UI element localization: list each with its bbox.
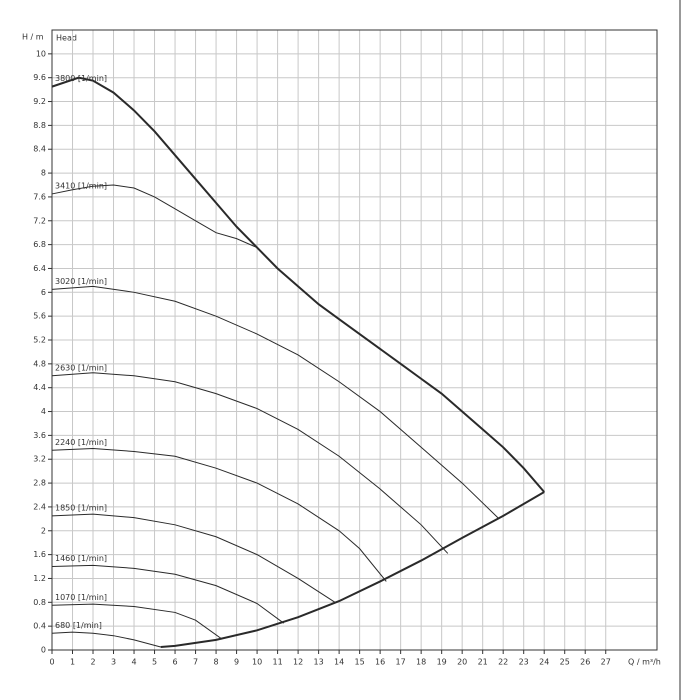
x-tick-label: 13 <box>314 658 324 667</box>
curve-label: 680 [1/min] <box>55 621 102 630</box>
speed-curve <box>51 513 336 603</box>
curve-label: 1460 [1/min] <box>55 554 107 563</box>
speed-curve <box>51 447 387 582</box>
curve-label: 3800 [1/min] <box>55 74 107 83</box>
speed-curve <box>51 564 285 624</box>
x-tick-label: 20 <box>457 658 467 667</box>
x-tick-label: 10 <box>252 658 262 667</box>
min-curve <box>160 491 545 649</box>
x-tick-label: 16 <box>375 658 385 667</box>
y-tick-label: 9.2 <box>33 97 46 106</box>
x-tick-label: 8 <box>214 658 219 667</box>
x-axis-label: Q / m³/h <box>628 658 661 667</box>
x-tick-label: 18 <box>416 658 426 667</box>
curve-label: 2630 [1/min] <box>55 363 107 372</box>
x-tick-label: 3 <box>111 658 116 667</box>
y-tick-label: 6.8 <box>33 240 46 249</box>
y-tick-label: 6.4 <box>33 264 46 273</box>
y-tick-label: 4.4 <box>33 383 46 392</box>
x-tick-label: 26 <box>580 658 590 667</box>
y-tick-label: 1.6 <box>33 550 46 559</box>
y-tick-label: 10 <box>36 49 46 58</box>
y-axis-label: H / m <box>22 33 44 42</box>
x-tick-label: 17 <box>396 658 406 667</box>
x-tick-label: 5 <box>152 658 157 667</box>
y-tick-label: 7.6 <box>33 192 46 201</box>
curve-label: 3020 [1/min] <box>55 277 107 286</box>
y-tick-label: 3.6 <box>33 431 46 440</box>
y-tick-label: 8.4 <box>33 145 46 154</box>
curve-label: 2240 [1/min] <box>55 438 107 447</box>
y-tick-label: 7.2 <box>33 216 46 225</box>
x-tick-label: 7 <box>193 658 198 667</box>
y-tick-label: 2.8 <box>33 479 46 488</box>
y-tick-label: 3.2 <box>33 455 46 464</box>
speed-curve <box>51 184 258 249</box>
y-tick-label: 0.8 <box>33 598 46 607</box>
x-tick-label: 23 <box>519 658 529 667</box>
curve-label: 3410 [1/min] <box>55 181 107 190</box>
x-tick-label: 6 <box>173 658 178 667</box>
y-tick-label: 8.8 <box>33 121 46 130</box>
y-tick-label: 4.8 <box>33 359 46 368</box>
y-tick-label: 2 <box>41 526 46 535</box>
y-tick-label: 5.6 <box>33 312 46 321</box>
y-tick-label: 0 <box>41 646 46 655</box>
y-tick-label: 1.2 <box>33 574 46 583</box>
x-tick-label: 11 <box>272 658 282 667</box>
x-tick-label: 22 <box>498 658 508 667</box>
y-tick-label: 0.4 <box>33 622 46 631</box>
x-tick-label: 15 <box>355 658 365 667</box>
y-tick-label: 9.6 <box>33 73 46 82</box>
x-tick-label: 27 <box>601 658 611 667</box>
x-tick-label: 25 <box>560 658 570 667</box>
y-tick-label: 8 <box>41 169 46 178</box>
x-tick-label: 21 <box>478 658 488 667</box>
y-tick-label: 2.4 <box>33 502 46 511</box>
y-tick-label: 5.2 <box>33 336 46 345</box>
x-tick-label: 12 <box>293 658 303 667</box>
curve-label: 1070 [1/min] <box>55 593 107 602</box>
y-tick-label: 6 <box>41 288 46 297</box>
y-axis-title: Head <box>56 34 77 43</box>
y-tick-label: 4 <box>41 407 46 416</box>
x-tick-label: 0 <box>49 658 54 667</box>
speed-curve <box>51 372 449 554</box>
curve-label: 1850 [1/min] <box>55 503 107 512</box>
speed-curve <box>51 631 161 648</box>
x-tick-label: 14 <box>334 658 344 667</box>
max-curve <box>51 76 545 493</box>
x-tick-label: 19 <box>437 658 447 667</box>
x-tick-label: 2 <box>90 658 95 667</box>
speed-curve <box>51 603 223 640</box>
x-tick-label: 9 <box>234 658 239 667</box>
x-tick-label: 4 <box>131 658 136 667</box>
x-tick-label: 24 <box>539 658 549 667</box>
plot-frame <box>51 29 658 651</box>
speed-curve <box>51 285 500 520</box>
x-tick-label: 1 <box>70 658 75 667</box>
